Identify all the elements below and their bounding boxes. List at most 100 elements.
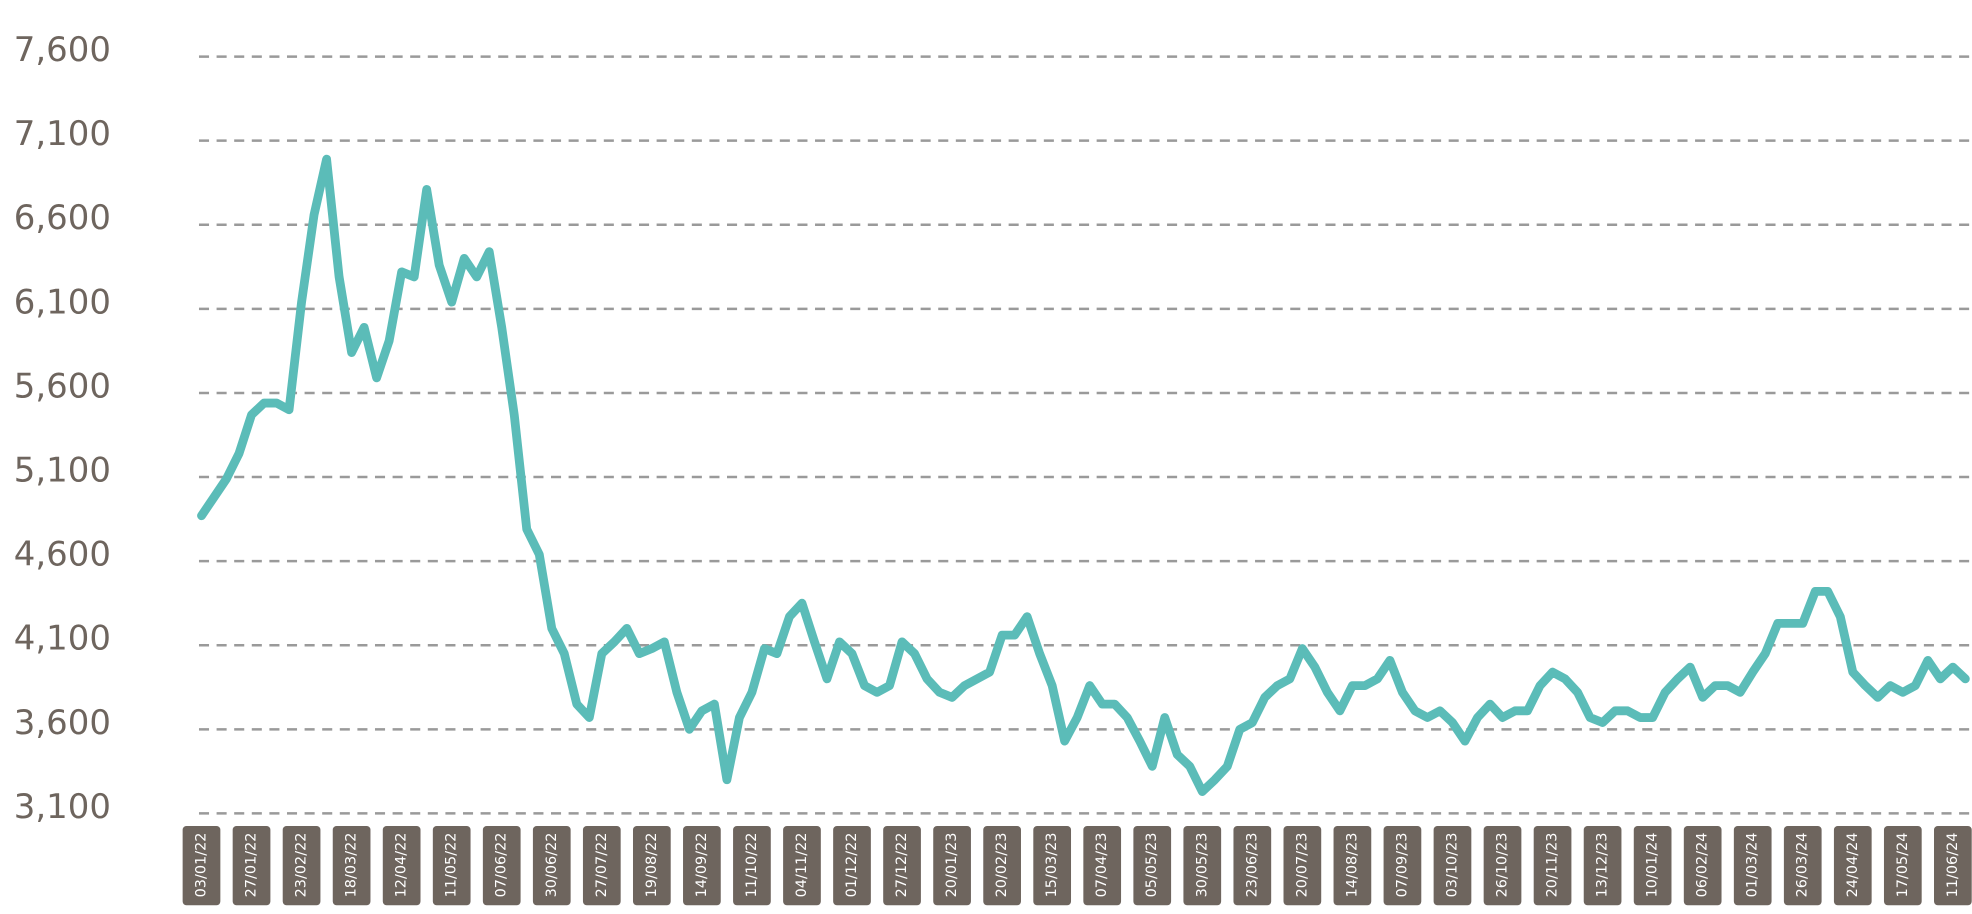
x-tick: 11/06/24 [1934,825,1972,906]
x-tick-label: 19/08/22 [644,833,660,898]
x-tick-label: 23/02/22 [294,833,310,898]
x-tick-box [1833,825,1872,906]
x-tick-box [382,825,421,906]
x-tick-label: 13/12/23 [1595,833,1611,898]
x-tick: 24/04/24 [1833,825,1872,906]
x-tick-box [1133,825,1172,906]
x-tick: 30/06/22 [532,825,571,906]
x-tick: 10/01/24 [1633,825,1672,906]
x-tick-box [783,825,821,906]
x-tick-label: 07/09/23 [1394,833,1410,898]
x-tick-box [1083,825,1122,906]
x-tick: 26/03/24 [1783,825,1822,906]
x-tick-box [332,825,371,906]
x-tick: 11/10/22 [733,825,771,906]
y-tick-label: 5,100 [14,451,111,491]
x-tick-box [432,825,471,906]
x-tick-label: 20/07/23 [1294,833,1310,898]
x-tick: 15/03/23 [1033,825,1072,906]
x-tick-box [1333,825,1372,906]
x-tick: 18/03/22 [332,825,371,906]
x-tick-label: 17/05/24 [1895,833,1911,898]
x-tick: 07/06/22 [482,825,521,906]
x-tick-label: 30/06/22 [544,833,560,898]
x-tick: 05/05/23 [1133,825,1172,906]
x-tick-box [1483,825,1522,906]
x-tick-label: 23/06/23 [1244,833,1260,898]
y-tick-label: 4,100 [14,619,111,659]
x-tick-label: 06/02/24 [1695,833,1711,898]
y-tick-label: 7,600 [14,30,111,70]
x-tick: 11/05/22 [432,825,471,906]
x-tick: 30/05/23 [1183,825,1222,906]
x-tick: 04/11/22 [783,825,821,906]
x-tick: 06/02/24 [1683,825,1722,906]
x-tick-label: 27/01/22 [244,833,260,898]
x-tick: 07/09/23 [1383,825,1422,906]
x-tick-box [532,825,571,906]
x-tick-label: 18/03/22 [344,833,360,898]
data-line [197,154,1970,796]
x-tick-box [232,825,271,906]
x-tick-box [983,825,1021,906]
x-tick-box [1233,825,1272,906]
x-tick: 13/12/23 [1583,825,1622,906]
x-tick-box [632,825,671,906]
y-tick-label: 6,100 [14,282,111,322]
x-tick-label: 26/10/23 [1495,833,1511,898]
x-tick-label: 14/09/22 [694,833,710,898]
x-tick-label: 11/06/24 [1945,833,1961,898]
x-tick-box [733,825,771,906]
x-tick-box [482,825,521,906]
y-tick-label: 7,100 [14,114,111,154]
x-tick: 26/10/23 [1483,825,1522,906]
x-tick: 07/04/23 [1083,825,1122,906]
x-tick-box [282,825,321,906]
x-tick-label: 11/10/22 [744,833,760,898]
x-tick-box [1783,825,1822,906]
x-tick-box [1183,825,1222,906]
x-tick-label: 30/05/23 [1194,833,1210,898]
x-tick: 12/04/22 [382,825,421,906]
x-tick-label: 24/04/24 [1845,833,1861,898]
x-tick-box [1683,825,1722,906]
x-tick: 14/08/23 [1333,825,1372,906]
x-tick: 14/09/22 [683,825,721,906]
x-tick-box [1533,825,1572,906]
x-tick-label: 11/05/22 [444,833,460,898]
x-tick-box [883,825,921,906]
x-tick-label: 01/12/22 [844,833,860,898]
x-tick-box [1583,825,1622,906]
x-tick-label: 12/04/22 [394,833,410,898]
x-tick: 17/05/24 [1883,825,1922,906]
x-tick-label: 27/12/22 [894,833,910,898]
x-tick-box [1934,825,1972,906]
x-tick-label: 20/02/23 [994,833,1010,898]
x-tick-box [1883,825,1922,906]
y-tick-label: 5,600 [14,366,111,406]
x-tick-label: 10/01/24 [1645,833,1661,898]
x-tick: 27/07/22 [582,825,621,906]
x-tick-box [1283,825,1322,906]
x-tick-box [933,825,971,906]
y-tick-label: 3,100 [14,787,111,827]
x-tick-label: 03/01/22 [193,833,209,898]
x-tick-label: 07/04/23 [1094,833,1110,898]
x-tick: 23/02/22 [282,825,321,906]
x-tick-label: 15/03/23 [1044,833,1060,898]
x-tick-box [1633,825,1672,906]
x-tick-label: 26/03/24 [1795,833,1811,898]
x-tick: 20/11/23 [1533,825,1572,906]
x-tick-box [1433,825,1472,906]
x-tick-box [683,825,721,906]
x-tick: 03/10/23 [1433,825,1472,906]
x-tick: 20/07/23 [1283,825,1322,906]
x-tick: 23/06/23 [1233,825,1272,906]
x-tick: 27/12/22 [883,825,921,906]
y-tick-label: 6,600 [14,198,111,238]
x-tick-label: 27/07/22 [594,833,610,898]
x-tick-label: 07/06/22 [494,833,510,898]
x-tick-box [833,825,871,906]
x-tick-label: 05/05/23 [1144,833,1160,898]
